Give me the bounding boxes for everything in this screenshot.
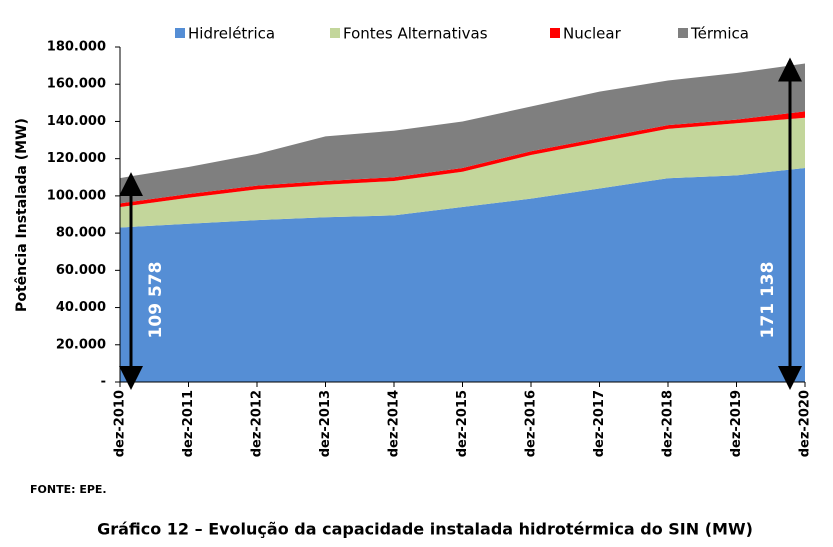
area [120, 63, 805, 204]
y-tick-label: 60.000 [56, 263, 106, 278]
source: FONTE: EPE. [30, 483, 107, 496]
legend-swatch [550, 28, 560, 38]
y-tick-label: 180.000 [47, 40, 106, 55]
y-tick-label: 40.000 [56, 300, 106, 315]
x-tick-label: dez-2010 [113, 390, 128, 457]
legend-swatch [678, 28, 688, 38]
x-tick-label: dez-2014 [387, 390, 402, 457]
x-tick-label: dez-2013 [318, 390, 333, 457]
chart-title: Gráfico 12 – Evolução da capacidade inst… [97, 520, 753, 539]
x-tick-label: dez-2019 [729, 390, 744, 457]
y-tick-label: 80.000 [56, 226, 106, 241]
y-tick-label: 100.000 [47, 188, 106, 203]
x-tick-label: dez-2018 [661, 390, 676, 457]
x-tick-label: dez-2017 [592, 390, 607, 457]
annotation: 109 578 [146, 262, 166, 339]
x-tick-label: dez-2016 [524, 390, 539, 457]
x-tick-label: dez-2020 [798, 390, 813, 457]
area [120, 167, 805, 382]
y-tick-label: - [101, 375, 106, 390]
y-tick-label: 20.000 [56, 337, 106, 352]
y-tick-label: 120.000 [47, 151, 106, 166]
legend-label: Nuclear [563, 25, 622, 43]
x-tick-label: dez-2011 [181, 390, 196, 457]
area [120, 117, 805, 228]
x-tick-label: dez-2015 [455, 390, 470, 457]
legend-label: Térmica [690, 25, 749, 43]
x-tick-label: dez-2012 [250, 390, 265, 457]
y-tick-label: 140.000 [47, 114, 106, 129]
y-axis-label: Potência Instalada (MW) [14, 118, 30, 312]
annotation: 171 138 [758, 262, 778, 339]
legend-swatch [175, 28, 185, 38]
area [120, 111, 805, 208]
legend-label: Fontes Alternativas [343, 25, 488, 43]
legend-label: Hidrelétrica [188, 25, 275, 43]
legend-swatch [330, 28, 340, 38]
y-tick-label: 160.000 [47, 77, 106, 92]
